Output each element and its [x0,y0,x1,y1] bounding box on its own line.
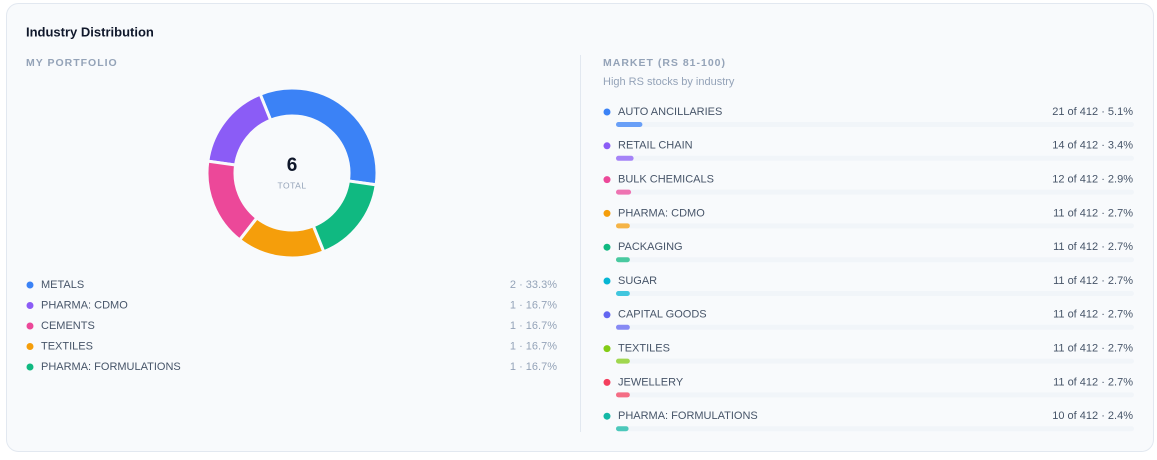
legend-value: 1 · 16.7% [510,299,557,311]
legend-value: 1 · 16.7% [510,361,557,373]
industry-value: 11 of 412 · 2.7% [1053,309,1133,321]
total-count: 6 [287,155,298,176]
industry-dot [603,345,611,353]
bar [616,426,629,432]
legend-dot [26,302,34,309]
bar [616,155,634,161]
bar [616,291,630,296]
bar-track [616,155,1134,161]
bar [616,257,630,263]
total-label: TOTAL [277,180,306,190]
legend-value: 1 · 16.7% [510,340,557,352]
bar [616,392,630,398]
legend-dot [26,281,34,289]
industry-value: 11 of 412 · 2.7% [1053,241,1133,253]
bar-track [616,392,1134,398]
industry-value: 11 of 412 · 2.7% [1053,207,1133,219]
industry-name: SUGAR [618,275,657,287]
industry-value: 11 of 412 · 2.7% [1053,376,1133,388]
industry-name: PHARMA: CDMO [618,207,705,219]
bar-track [616,358,1134,364]
industry-dot [603,412,611,420]
donut-segment [237,215,326,260]
industry-dot [603,378,611,386]
bar-track [616,291,1134,296]
bar-track [616,426,1134,432]
legend-name: METALS [41,279,84,291]
bar [616,223,630,229]
bar-track [616,122,1134,127]
industry-name: BULK CHEMICALS [618,174,714,186]
legend-name: PHARMA: CDMO [41,299,128,311]
bar [616,189,632,195]
legend-name: PHARMA: FORMULATIONS [41,361,181,373]
card-title: Industry Distribution [26,24,154,39]
industry-name: JEWELLERY [618,376,684,388]
bar-track [616,223,1134,229]
industry-dot [603,277,611,285]
legend-dot [26,343,34,350]
industry-dot [603,243,611,251]
industry-name: TEXTILES [618,343,670,355]
industry-dot [603,209,611,217]
donut-segment [258,86,379,187]
industry-value: 11 of 412 · 2.7% [1053,343,1133,355]
industry-dot [603,108,611,116]
donut-segment [206,92,273,167]
industry-value: 14 of 412 · 3.4% [1052,140,1133,152]
industry-name: CAPITAL GOODS [618,309,707,321]
legend-dot [26,322,34,330]
industry-dot [603,142,611,150]
legend-value: 1 · 16.7% [510,320,557,332]
industry-name: PHARMA: FORMULATIONS [618,410,758,422]
bar-track [616,324,1134,330]
industry-value: 10 of 412 · 2.4% [1052,410,1133,422]
bar-track [616,189,1134,195]
legend-name: TEXTILES [41,340,93,352]
bar-track [616,257,1134,263]
legend-value: 2 · 33.3% [510,279,557,291]
industry-name: RETAIL CHAIN [618,140,693,152]
industry-value: 21 of 412 · 5.1% [1052,106,1133,118]
bar [616,324,630,330]
industry-name: AUTO ANCILLARIES [618,106,722,118]
industry-dot [603,176,611,184]
bar [616,122,643,127]
legend-name: CEMENTS [41,320,95,332]
industry-value: 11 of 412 · 2.7% [1053,275,1133,287]
market-subtitle: High RS stocks by industry [603,76,735,88]
legend-dot [26,363,34,371]
industry-value: 12 of 412 · 2.9% [1052,174,1133,186]
market-heading: MARKET (RS 81-100) [603,57,726,69]
donut-segment [311,179,378,254]
industry-dot [603,311,611,319]
bar [616,358,630,364]
industry-name: PACKAGING [618,241,683,253]
donut-segment [205,159,260,243]
portfolio-heading: MY PORTFOLIO [26,57,118,69]
